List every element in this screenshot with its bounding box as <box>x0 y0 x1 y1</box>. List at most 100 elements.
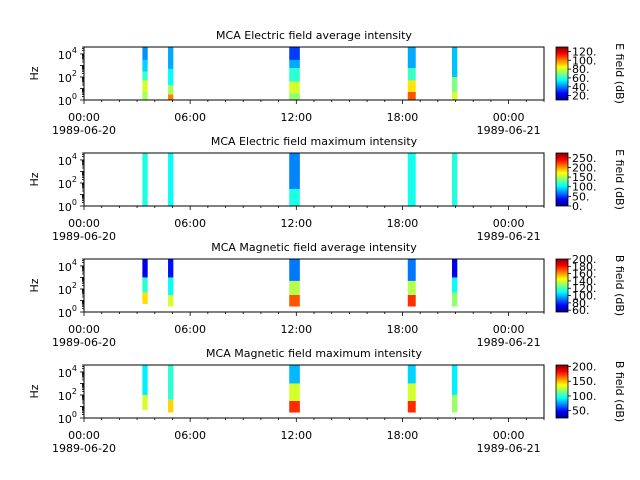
y-tick-exponent: 2 <box>72 281 77 290</box>
colorbar-tick-label: 80. <box>572 63 590 76</box>
x-tick-label: 00:00 <box>68 111 100 124</box>
colorbar-tick-label: 180. <box>572 260 597 273</box>
y-tick-label: 102 <box>58 175 77 191</box>
y-tick-base: 10 <box>58 49 72 62</box>
spectral-cell <box>289 68 300 82</box>
y-tick-label: 104 <box>58 258 77 274</box>
colorbar-label: E field (dB) <box>613 43 626 104</box>
pass-1 <box>142 47 148 100</box>
colorbar-tick-label: 200. <box>572 161 597 174</box>
colorbar-tick-label: 120. <box>572 282 597 295</box>
x-date-label: 1989-06-21 <box>477 336 541 349</box>
colorbar-label: E field (dB) <box>613 149 626 210</box>
colorbar-tick-label: 50. <box>572 405 590 418</box>
x-tick-label: 00:00 <box>493 429 525 442</box>
pass-1 <box>142 259 148 304</box>
spectral-cell <box>407 280 416 295</box>
spectral-cell <box>289 153 300 189</box>
y-tick-base: 10 <box>58 413 72 426</box>
spectral-cell <box>289 188 300 206</box>
colorbar-tick-label: 200. <box>572 360 597 373</box>
spectral-cell <box>407 383 416 401</box>
spectral-cell <box>452 91 458 100</box>
pass-4 <box>407 153 416 206</box>
pass-5 <box>452 153 458 206</box>
colorbar-tick-label: 40. <box>572 81 590 94</box>
x-date-label: 1989-06-20 <box>52 442 116 455</box>
colorbar-scale <box>555 364 569 419</box>
x-tick-label: 12:00 <box>280 323 312 336</box>
x-tick-label: 06:00 <box>174 111 206 124</box>
panel-title: MCA Electric field average intensity <box>216 29 412 42</box>
colorbar-tick-label: 150. <box>572 171 597 184</box>
pass-3 <box>289 365 300 413</box>
spectral-cell <box>168 94 174 100</box>
x-tick-label: 18:00 <box>387 429 419 442</box>
x-tick-label: 06:00 <box>174 323 206 336</box>
spectral-cell <box>289 365 300 384</box>
panel-4: MCA Magnetic field maximum intensity1001… <box>28 347 626 455</box>
y-tick-exponent: 4 <box>72 258 77 267</box>
y-tick-label: 100 <box>58 92 77 108</box>
spectral-cell <box>452 153 458 206</box>
colorbar-scale <box>555 152 569 207</box>
spectral-cell <box>168 277 174 295</box>
y-tick-label: 102 <box>58 281 77 297</box>
colorbar-tick-label: 100. <box>572 54 597 67</box>
x-tick-label: 12:00 <box>280 111 312 124</box>
colorbar-tick-label: 200. <box>572 253 597 266</box>
y-tick-base: 10 <box>58 155 72 168</box>
y-tick-exponent: 2 <box>72 175 77 184</box>
colorbar-tick-label: 150. <box>572 375 597 388</box>
y-tick-label: 100 <box>58 304 77 320</box>
x-tick-label: 12:00 <box>280 217 312 230</box>
colorbar-label: B field (dB) <box>613 255 626 316</box>
y-tick-exponent: 0 <box>72 92 77 101</box>
y-tick-base: 10 <box>58 390 72 403</box>
y-tick-base: 10 <box>58 72 72 85</box>
colorbar-tick-label: 0. <box>572 200 583 213</box>
colorbar: 0.50.100.150.200.250. E field (dB) <box>555 149 626 213</box>
spectral-cell <box>289 47 300 60</box>
pass-2 <box>168 365 174 413</box>
pass-5 <box>452 259 458 307</box>
colorbar-tick-label: 100. <box>572 181 597 194</box>
y-tick-label: 104 <box>58 46 77 62</box>
spectral-cell <box>168 68 174 86</box>
y-tick-base: 10 <box>58 95 72 108</box>
spectral-cell <box>168 294 174 307</box>
y-tick-exponent: 4 <box>72 152 77 161</box>
x-tick-label: 18:00 <box>387 323 419 336</box>
spectral-cell <box>407 153 416 206</box>
colorbar-tick-label: 100. <box>572 390 597 403</box>
pass-4 <box>407 47 416 100</box>
x-tick-label: 18:00 <box>387 217 419 230</box>
y-tick-exponent: 0 <box>72 410 77 419</box>
spectral-cell <box>168 85 174 95</box>
spectral-cell <box>407 68 416 81</box>
axes-frame <box>83 152 545 207</box>
spectral-cell <box>407 91 416 100</box>
colorbar-tick-label: 100. <box>572 290 597 303</box>
axes-frame <box>83 46 545 101</box>
spectral-cell <box>289 59 300 69</box>
spectral-cell <box>407 47 416 69</box>
colorbar-tick-label: 80. <box>572 297 590 310</box>
y-tick-label: 102 <box>58 69 77 85</box>
axes-frame <box>83 258 545 313</box>
y-axis-label: Hz <box>28 66 41 80</box>
colorbar-scale <box>555 46 569 101</box>
spectral-cell <box>289 280 300 295</box>
y-tick-exponent: 2 <box>72 69 77 78</box>
spectral-cell <box>168 259 174 278</box>
y-tick-label: 104 <box>58 152 77 168</box>
spectral-cell <box>168 365 174 400</box>
colorbar-scale <box>555 258 569 313</box>
colorbar-tick-label: 140. <box>572 275 597 288</box>
